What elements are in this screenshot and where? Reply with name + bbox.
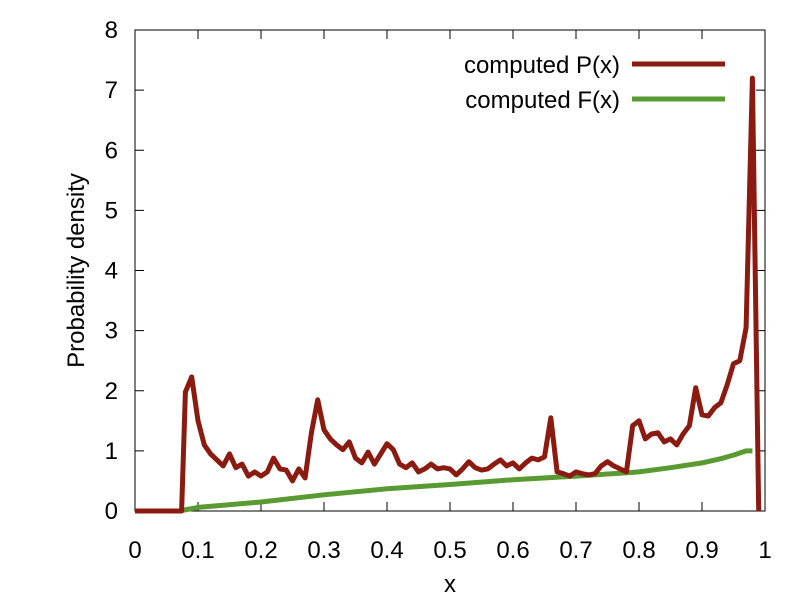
y-tick-label: 7: [105, 77, 118, 104]
y-tick-label: 5: [105, 197, 118, 224]
y-tick-label: 4: [105, 258, 118, 285]
x-tick-label: 0.3: [307, 537, 340, 564]
y-tick-label: 6: [105, 137, 118, 164]
y-tick-label: 1: [105, 438, 118, 465]
y-axis-title: Probability density: [63, 173, 90, 368]
y-axis-ticks: 0 1 2 3 4 5 6 7 8: [105, 17, 765, 525]
x-tick-label: 0.5: [433, 537, 466, 564]
y-tick-label: 3: [105, 318, 118, 345]
y-tick-label: 8: [105, 17, 118, 44]
series-layer: [135, 75, 762, 514]
x-axis-ticks: 0 0.1 0.2 0.3 0.4 0.5 0.6 0.7 0.8 0.9 1: [128, 30, 772, 564]
x-tick-label: 1: [758, 537, 771, 564]
series-line-f: [135, 448, 753, 514]
series-line-p: [135, 75, 762, 514]
y-tick-label: 2: [105, 378, 118, 405]
x-tick-label: 0.7: [559, 537, 592, 564]
legend: computed P(x) computed F(x): [464, 52, 725, 114]
x-tick-label: 0.9: [685, 537, 718, 564]
plot-frame: [134, 29, 766, 512]
legend-label-f: computed F(x): [465, 87, 620, 114]
x-tick-label: 0.2: [244, 537, 277, 564]
x-tick-label: 0.6: [496, 537, 529, 564]
legend-label-p: computed P(x): [464, 52, 620, 79]
y-tick-label: 0: [105, 498, 118, 525]
x-axis-title: x: [444, 571, 456, 598]
x-tick-label: 0: [128, 537, 141, 564]
x-tick-label: 0.8: [622, 537, 655, 564]
x-tick-label: 0.1: [181, 537, 214, 564]
x-tick-label: 0.4: [370, 537, 403, 564]
